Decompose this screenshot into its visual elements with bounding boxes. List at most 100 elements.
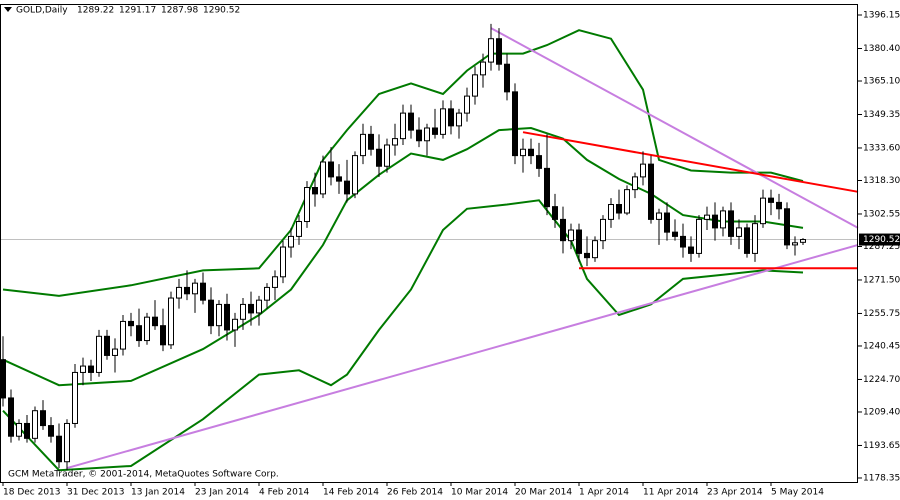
candle-body: [712, 214, 718, 229]
candle-body: [336, 176, 342, 182]
y-tick-label: 1333.60: [863, 143, 900, 153]
candle-body: [312, 187, 318, 195]
bollinger-band: [2, 199, 804, 472]
y-tick-label: 1396.15: [863, 11, 900, 21]
candle-body: [640, 163, 646, 178]
candle-body: [128, 320, 134, 327]
candle-body: [176, 286, 182, 299]
candle-body: [376, 148, 382, 167]
candle-body: [248, 303, 254, 314]
candle-body: [728, 210, 734, 237]
y-tick-label: 1318.30: [863, 176, 900, 186]
candle-body: [32, 410, 38, 439]
y-tick-label: 1349.35: [863, 110, 900, 120]
candle-body: [688, 246, 694, 254]
y-tick-label: 1193.65: [863, 441, 900, 451]
candle-body: [760, 197, 766, 225]
bollinger-band: [2, 29, 804, 297]
candle-body: [472, 74, 478, 97]
candle-body: [408, 112, 414, 131]
candle-body: [536, 155, 542, 169]
plot-area: [0, 23, 859, 472]
candle-body: [568, 229, 574, 242]
candle-body: [72, 371, 78, 424]
candle-body: [8, 397, 14, 437]
candle-body: [88, 365, 94, 373]
candle-body: [256, 299, 262, 314]
x-tick-label: 1 Apr 2014: [579, 488, 629, 498]
candle-body: [296, 221, 302, 237]
candle-body: [528, 148, 534, 157]
candle-body: [320, 161, 326, 195]
candle-body: [192, 282, 198, 295]
candle-body: [656, 212, 662, 220]
candle-body: [416, 129, 422, 142]
x-tick-label: 4 Feb 2014: [259, 488, 310, 498]
candle-body: [648, 163, 654, 220]
x-tick-label: 31 Dec 2013: [67, 488, 125, 498]
candle-body: [456, 112, 462, 127]
menu-icon: [4, 7, 12, 12]
x-tick-label: 18 Dec 2013: [3, 488, 61, 498]
candle-body: [736, 227, 742, 237]
y-tick-label: 1271.50: [863, 275, 900, 285]
candle-body: [616, 204, 622, 214]
candle-body: [544, 167, 550, 208]
candle-body: [696, 218, 702, 254]
y-tick-label: 1365.10: [863, 77, 900, 87]
candle-body: [480, 61, 486, 76]
candle-body: [112, 348, 118, 356]
candle-body: [96, 335, 102, 373]
candle-body: [784, 208, 790, 246]
candle-body: [664, 212, 670, 233]
candle-body: [64, 422, 70, 463]
candle-body: [80, 365, 86, 373]
candle-body: [592, 240, 598, 259]
candle-body: [280, 246, 286, 278]
candle-body: [0, 359, 6, 399]
candle-body: [560, 218, 566, 242]
header-close: 1290.52: [203, 6, 240, 16]
x-tick-label: 10 Mar 2014: [451, 488, 508, 498]
candle-body: [792, 242, 798, 246]
candle-body: [184, 286, 190, 295]
y-tick-label: 1302.55: [863, 209, 900, 219]
x-tick-label: 23 Jan 2014: [195, 488, 249, 498]
symbol: GOLD,Daily: [16, 6, 68, 16]
header-open: 1289.22: [77, 6, 114, 16]
candle-body: [304, 187, 310, 223]
candle-body: [368, 133, 374, 150]
trendline: [522, 131, 859, 193]
candle-body: [424, 127, 430, 142]
header-low: 1287.98: [161, 6, 198, 16]
candle-body: [520, 148, 526, 157]
candle-body: [400, 112, 406, 140]
x-tick-label: 26 Feb 2014: [387, 488, 443, 498]
candle-body: [504, 63, 510, 93]
candle-body: [768, 197, 774, 203]
y-tick-label: 1255.75: [863, 309, 900, 319]
candle-body: [16, 422, 22, 437]
candle-body: [392, 138, 398, 146]
price-label: 1290.52: [863, 235, 900, 245]
price-label-box: [859, 233, 900, 246]
x-tick-label: 20 Mar 2014: [515, 488, 572, 498]
candle-body: [200, 282, 206, 301]
candle-body: [168, 297, 174, 346]
candle-body: [240, 303, 246, 320]
candle-body: [624, 189, 630, 214]
candle-body: [56, 435, 62, 463]
candle-body: [152, 316, 158, 327]
candle-body: [704, 214, 710, 220]
candle-body: [576, 229, 582, 254]
candle-body: [224, 303, 230, 331]
candle-body: [448, 108, 454, 127]
candle-body: [632, 176, 638, 191]
candle-body: [352, 155, 358, 195]
candle-body: [600, 218, 606, 242]
candle-body: [360, 133, 366, 157]
candle-body: [120, 320, 126, 350]
candle-body: [24, 422, 30, 439]
candle-body: [40, 410, 46, 427]
